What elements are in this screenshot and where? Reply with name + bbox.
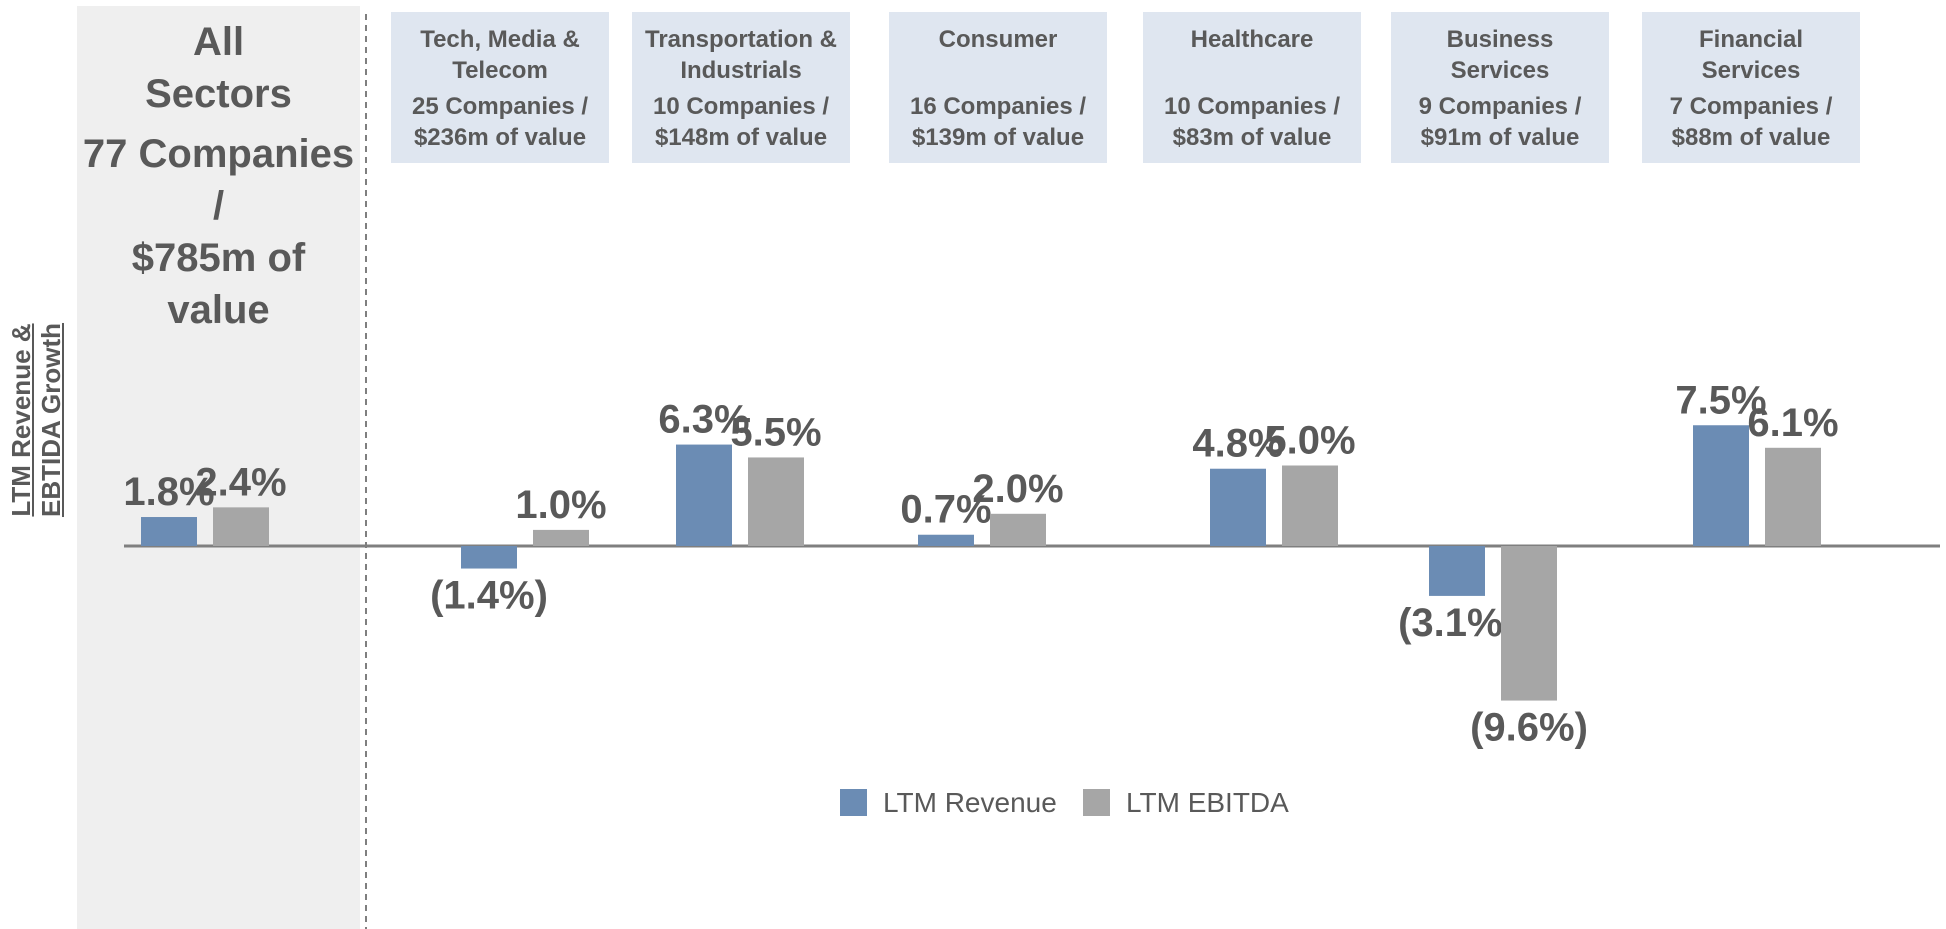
sector-header: Transportation & Industrials 10 Companies… [632, 12, 850, 163]
sector-detail: 25 Companies / $236m of value [411, 93, 589, 151]
bar [1501, 546, 1557, 701]
bar [1210, 468, 1266, 546]
bar [213, 507, 269, 546]
legend-swatch [840, 789, 867, 816]
sector-detail: 77 Companies / $785m of value [82, 132, 355, 332]
data-label: 1.8% [123, 470, 214, 514]
data-label: 7.5% [1675, 378, 1766, 422]
data-label: 2.4% [195, 460, 286, 504]
sector-header-all: All Sectors 77 Companies / $785m of value [77, 12, 360, 340]
sector-detail: 10 Companies / $148m of value [652, 93, 830, 151]
sector-name: Healthcare [1190, 26, 1314, 53]
data-label: (1.4%) [430, 574, 548, 618]
sector-header: Business Services 9 Companies / $91m of v… [1391, 12, 1609, 163]
sector-name: Financial Services [1698, 26, 1804, 84]
sector-header: Financial Services 7 Companies / $88m of … [1642, 12, 1860, 163]
sector-name: Consumer [938, 26, 1058, 53]
sector-name: Business Services [1446, 26, 1554, 84]
bar [676, 444, 732, 546]
sector-header: Tech, Media & Telecom 25 Companies / $236… [391, 12, 609, 163]
bar [1693, 425, 1749, 546]
sector-name: Tech, Media & Telecom [420, 26, 580, 84]
bar [748, 457, 804, 546]
legend-swatch [1083, 789, 1110, 816]
sector-detail: 9 Companies / $91m of value [1418, 93, 1582, 151]
data-label: 6.1% [1747, 401, 1838, 445]
sector-name: All Sectors [145, 20, 292, 116]
bar [1282, 465, 1338, 546]
bar [1765, 447, 1821, 546]
data-label: 5.0% [1264, 419, 1355, 463]
data-label: 5.5% [730, 410, 821, 454]
all-sectors-panel [77, 6, 360, 929]
sector-detail: 7 Companies / $88m of value [1669, 93, 1833, 151]
bar [1429, 546, 1485, 596]
sector-detail: 10 Companies / $83m of value [1163, 93, 1341, 151]
sector-header: Healthcare 10 Companies / $83m of value [1143, 12, 1361, 163]
sector-header: Consumer 16 Companies / $139m of value [889, 12, 1107, 163]
data-label: 2.0% [972, 467, 1063, 511]
data-label: 1.0% [515, 483, 606, 527]
sector-name: Transportation & Industrials [644, 26, 837, 84]
data-label: (9.6%) [1470, 706, 1588, 750]
bar [918, 534, 974, 546]
data-label: 0.7% [900, 488, 991, 532]
data-label: 4.8% [1192, 422, 1283, 466]
legend-label: LTM EBITDA [1126, 787, 1289, 818]
bar [990, 513, 1046, 546]
bar [141, 517, 197, 546]
bar [461, 546, 517, 569]
data-label: 6.3% [658, 398, 749, 442]
bar [533, 529, 589, 546]
data-label: (3.1%) [1398, 601, 1516, 645]
sector-detail: 16 Companies / $139m of value [909, 93, 1087, 151]
legend-label: LTM Revenue [883, 787, 1057, 818]
